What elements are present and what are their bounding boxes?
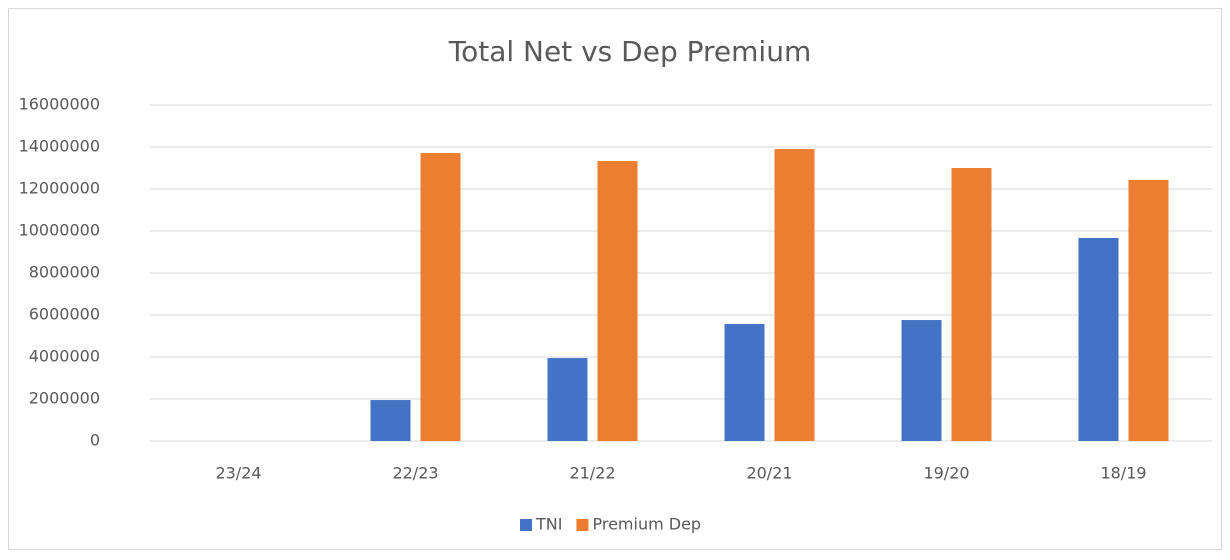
x-tick-label: 22/23 [392,464,438,483]
bar [724,324,765,441]
chart-title: Total Net vs Dep Premium [448,35,811,68]
bar [1128,179,1169,441]
y-tick-label: 10000000 [19,221,100,240]
y-tick-label: 12000000 [19,179,100,198]
y-tick-label: 0 [90,431,100,450]
y-tick-label: 4000000 [29,347,100,366]
x-tick-label: 21/22 [569,464,615,483]
x-tick-label: 20/21 [746,464,792,483]
y-tick-label: 14000000 [19,137,100,156]
legend-swatch [520,519,532,531]
legend-swatch [576,519,589,531]
y-tick-label: 8000000 [29,263,100,282]
bar [547,358,588,441]
bar [420,153,461,441]
bar [951,168,992,441]
bar [901,320,942,441]
bar [597,161,638,441]
y-tick-label: 6000000 [29,305,100,324]
x-tick-label: 18/19 [1100,464,1146,483]
bar [370,400,411,441]
bar [1078,237,1119,441]
bar [774,149,815,441]
y-tick-label: 2000000 [29,389,100,408]
legend-label: Premium Dep [592,515,701,534]
x-tick-label: 19/20 [923,464,969,483]
legend-label: TNI [535,515,562,534]
y-tick-label: 16000000 [19,95,100,114]
x-tick-label: 23/24 [215,464,261,483]
